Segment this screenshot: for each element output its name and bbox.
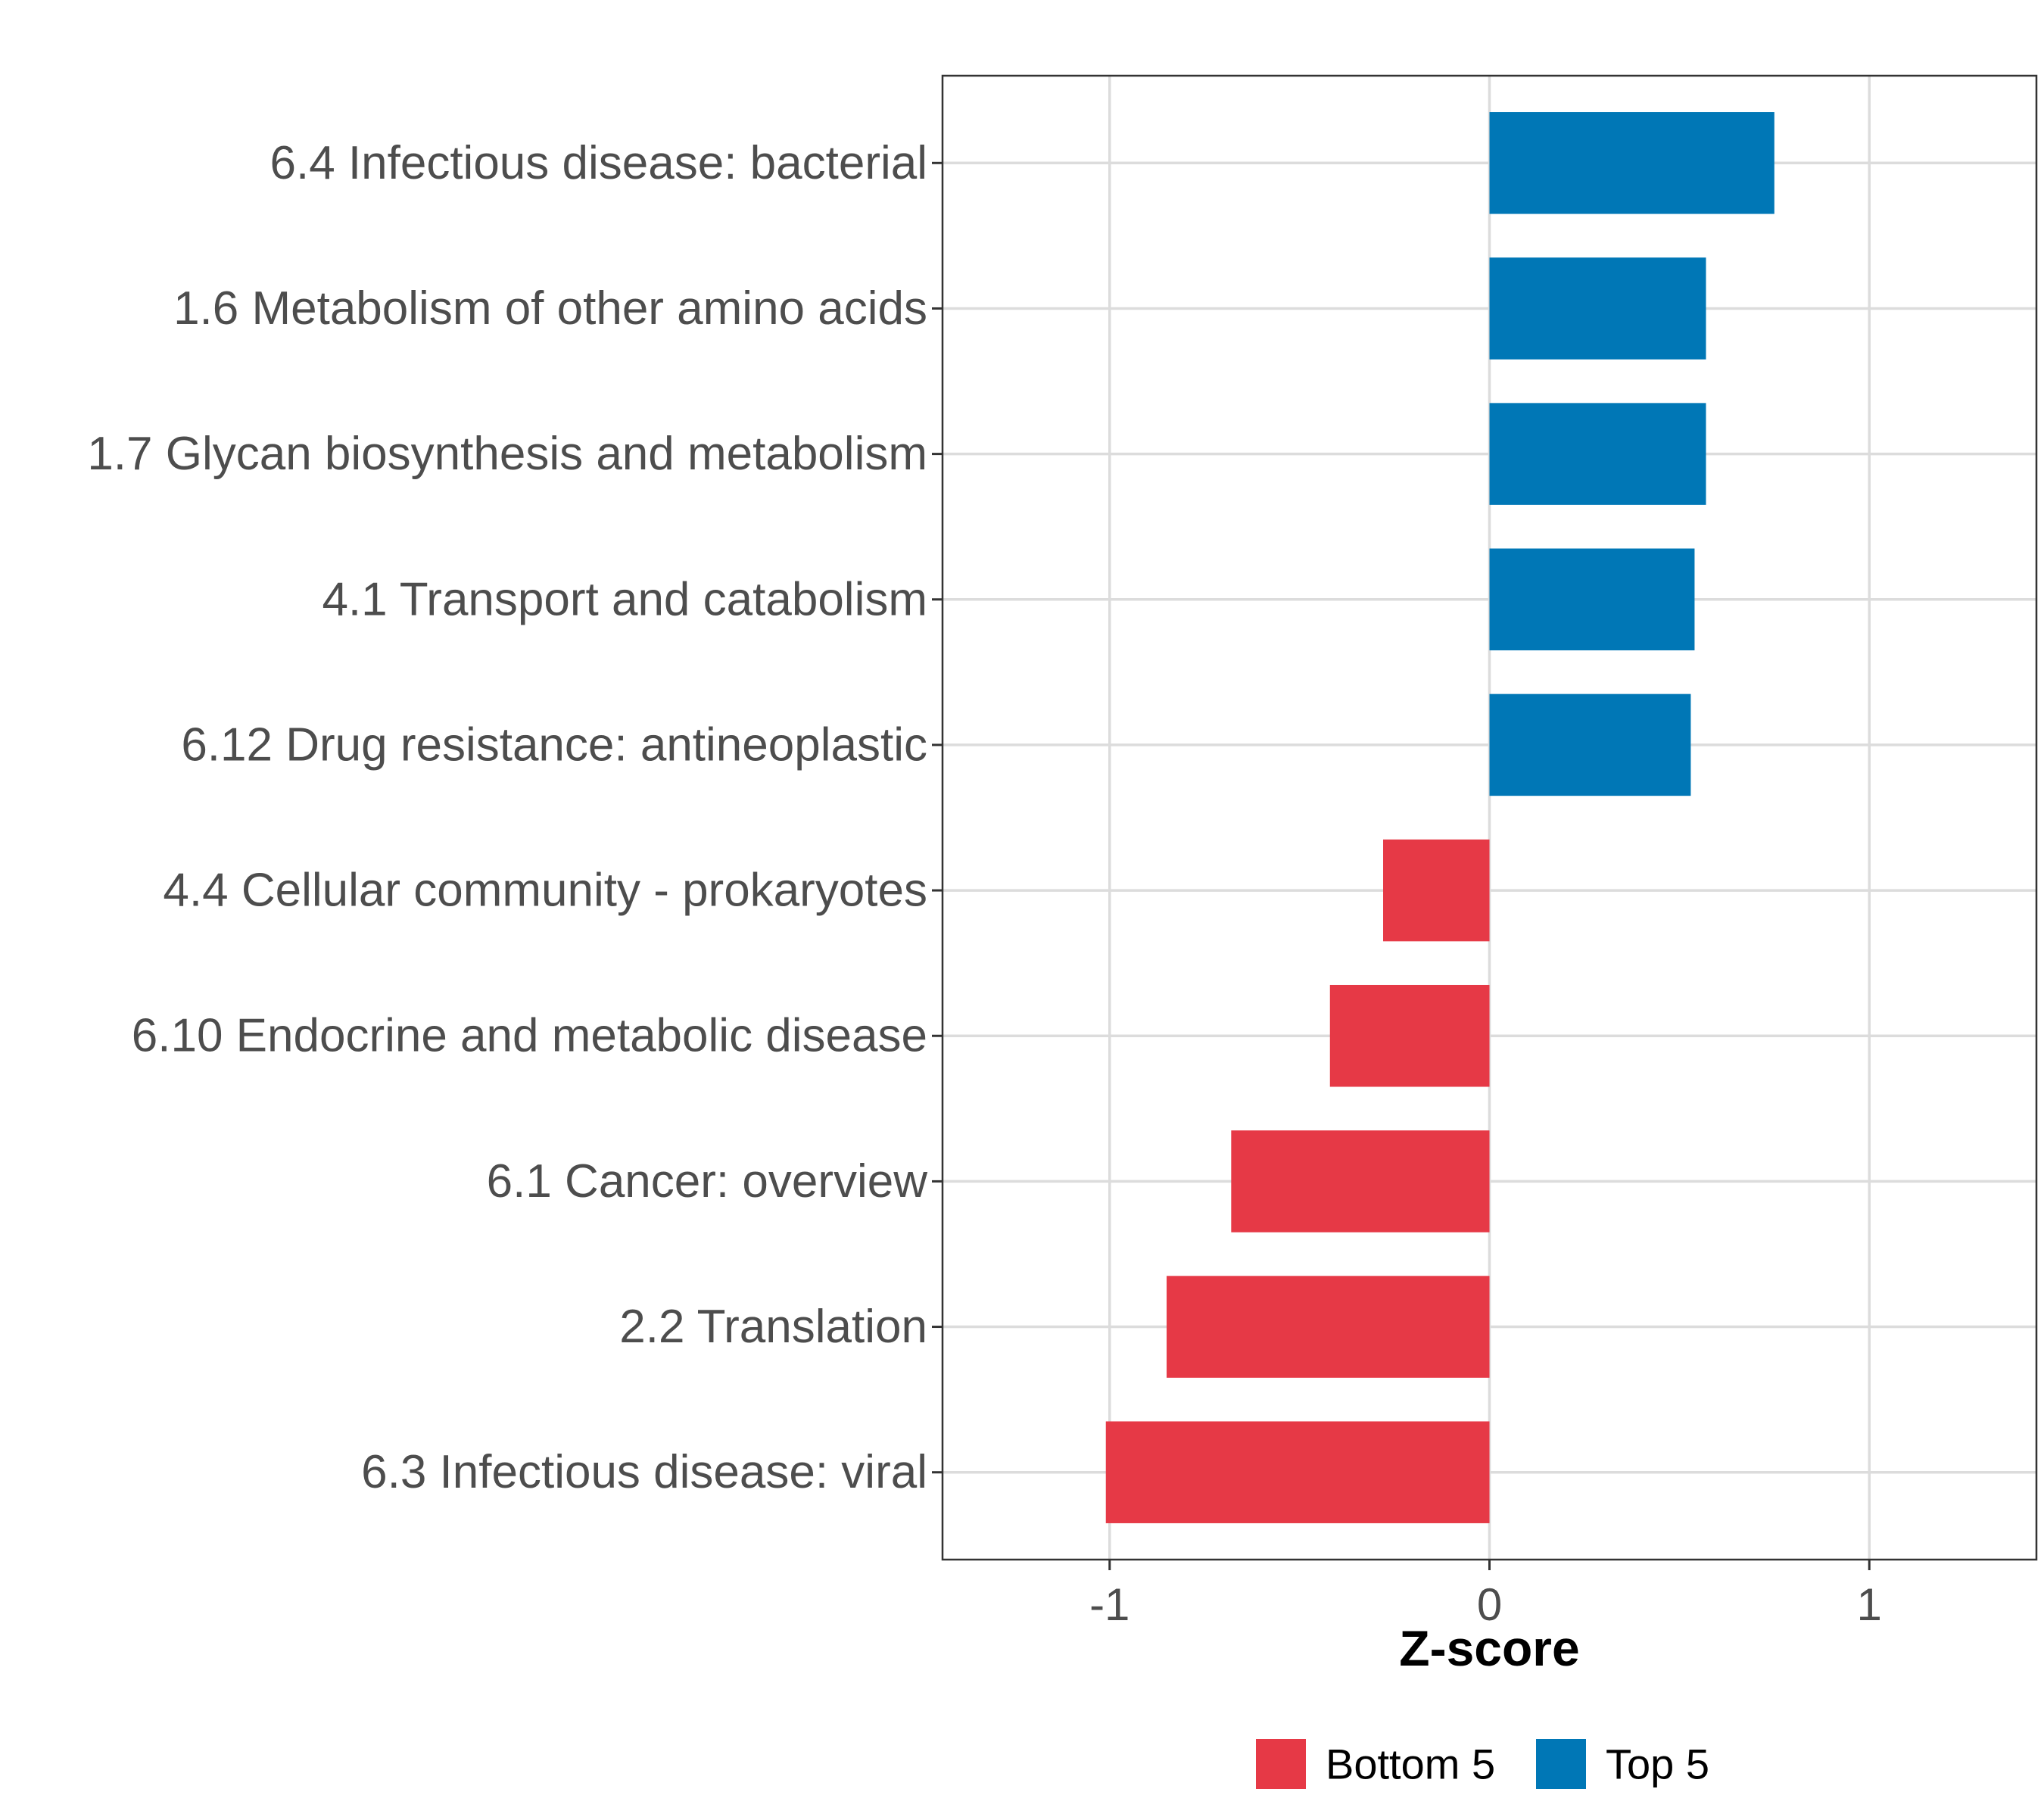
x-tick-label: 1 [1857,1579,1882,1630]
legend-label: Top 5 [1606,1741,1709,1788]
bar [1489,548,1695,651]
bar [1383,839,1490,942]
y-axis: 6.4 Infectious disease: bacterial 1.6 Met… [87,137,943,1498]
legend: Bottom 5 Top 5 [1256,1739,1709,1789]
bar [1489,693,1691,796]
x-tick-label: 0 [1477,1579,1502,1630]
y-tick-label: 6.4 Infectious disease: bacterial [270,137,927,189]
legend-label: Bottom 5 [1326,1741,1495,1788]
bar [1489,403,1706,505]
bar [1489,257,1706,360]
legend-swatch [1256,1739,1306,1789]
legend-swatch [1536,1739,1586,1789]
bar [1105,1421,1490,1523]
bar [1489,112,1774,214]
x-tick-label: -1 [1089,1579,1129,1630]
y-tick-label: 6.1 Cancer: overview [487,1155,928,1208]
x-axis-title: Z-score [1399,1620,1579,1676]
y-tick-label: 1.7 Glycan biosynthesis and metabolism [87,428,927,480]
y-tick-label: 6.10 Endocrine and metabolic disease [132,1010,927,1062]
bar [1167,1276,1490,1378]
y-tick-label: 6.3 Infectious disease: viral [361,1446,927,1498]
y-tick-label: 2.2 Translation [619,1301,927,1353]
y-tick-label: 4.1 Transport and catabolism [322,573,927,625]
bar [1231,1130,1490,1233]
y-tick-label: 4.4 Cellular community - prokaryotes [163,865,927,917]
x-axis: -1 0 1 [1089,1560,1882,1630]
y-tick-label: 1.6 Metabolism of other amino acids [173,282,927,335]
bar [1329,984,1490,1087]
y-tick-label: 6.12 Drug resistance: antineoplastic [181,718,927,771]
bars [1105,112,1774,1523]
